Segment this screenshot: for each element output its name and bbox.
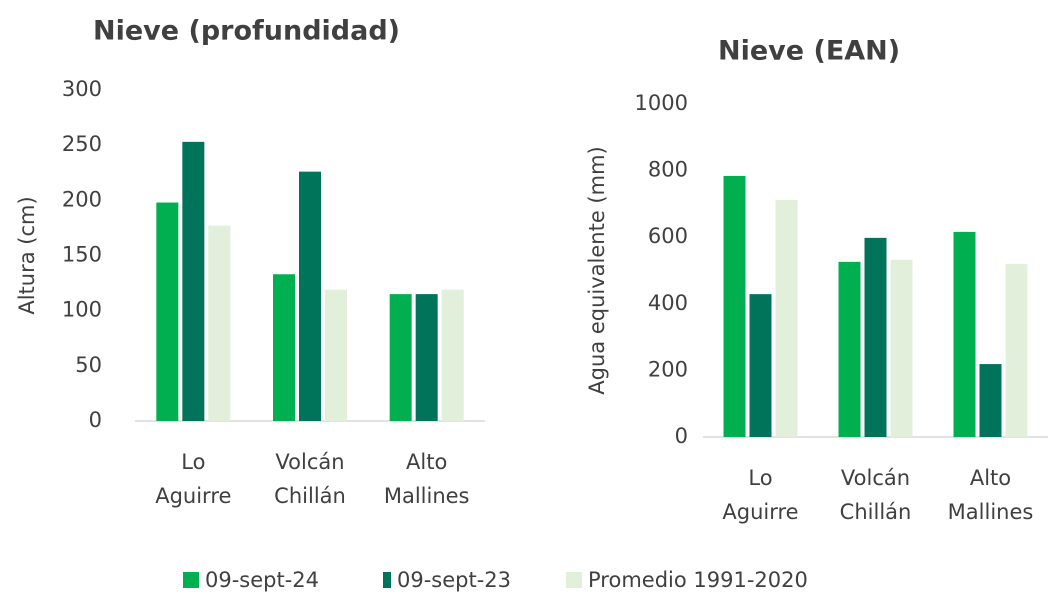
bar	[864, 237, 887, 437]
y-axis-label: Altura (cm)	[15, 196, 39, 314]
bar	[415, 294, 438, 421]
bar	[723, 175, 746, 438]
x-tick-label: Volcán	[275, 450, 344, 474]
legend-swatch	[183, 572, 199, 588]
x-tick-label: Lo	[748, 466, 772, 490]
y-axis-label: Agua equivalente (mm)	[585, 146, 609, 394]
bar	[1005, 263, 1028, 437]
bar	[325, 289, 347, 421]
y-tick-label: 200	[62, 187, 102, 211]
y-tick-label: 0	[89, 408, 102, 432]
x-tick-label: Chillán	[840, 500, 912, 524]
y-tick-label: 150	[62, 243, 102, 267]
legend-swatch	[566, 572, 582, 588]
y-tick-label: 200	[648, 357, 688, 381]
chart-title: Nieve (EAN)	[718, 36, 900, 67]
x-tick-label: Alto	[406, 450, 447, 474]
y-tick-label: 250	[62, 132, 102, 156]
x-tick-label: Aguirre	[722, 500, 798, 524]
bar	[953, 231, 976, 437]
chart-title: Nieve (profundidad)	[93, 16, 400, 47]
y-tick-label: 0	[675, 424, 688, 448]
x-tick-label: Chillán	[274, 484, 346, 508]
bar	[441, 289, 464, 421]
bar	[389, 294, 412, 421]
y-tick-label: 50	[75, 353, 102, 377]
bar	[182, 141, 205, 421]
x-tick-label: Aguirre	[155, 484, 231, 508]
y-tick-label: 300	[62, 77, 102, 101]
y-tick-label: 100	[62, 298, 102, 322]
bar	[273, 274, 295, 421]
legend-label: 09-sept-24	[205, 568, 319, 592]
y-tick-label: 400	[648, 291, 688, 315]
bar	[749, 294, 772, 437]
bar	[890, 259, 913, 437]
y-tick-label: 1000	[635, 91, 688, 115]
x-tick-label: Alto	[970, 466, 1011, 490]
bar	[979, 364, 1002, 437]
x-tick-label: Mallines	[948, 500, 1034, 524]
legend-label: 09-sept-23	[397, 568, 511, 592]
x-tick-label: Lo	[181, 450, 205, 474]
x-tick-label: Volcán	[841, 466, 910, 490]
bar	[299, 171, 321, 421]
x-tick-label: Mallines	[384, 484, 470, 508]
bar	[775, 199, 798, 437]
bar	[838, 261, 861, 437]
legend-swatch	[383, 572, 391, 588]
y-tick-label: 600	[648, 224, 688, 248]
legend-label: Promedio 1991-2020	[588, 568, 808, 592]
bar	[208, 225, 231, 421]
bar	[156, 202, 179, 421]
y-tick-label: 800	[648, 158, 688, 182]
